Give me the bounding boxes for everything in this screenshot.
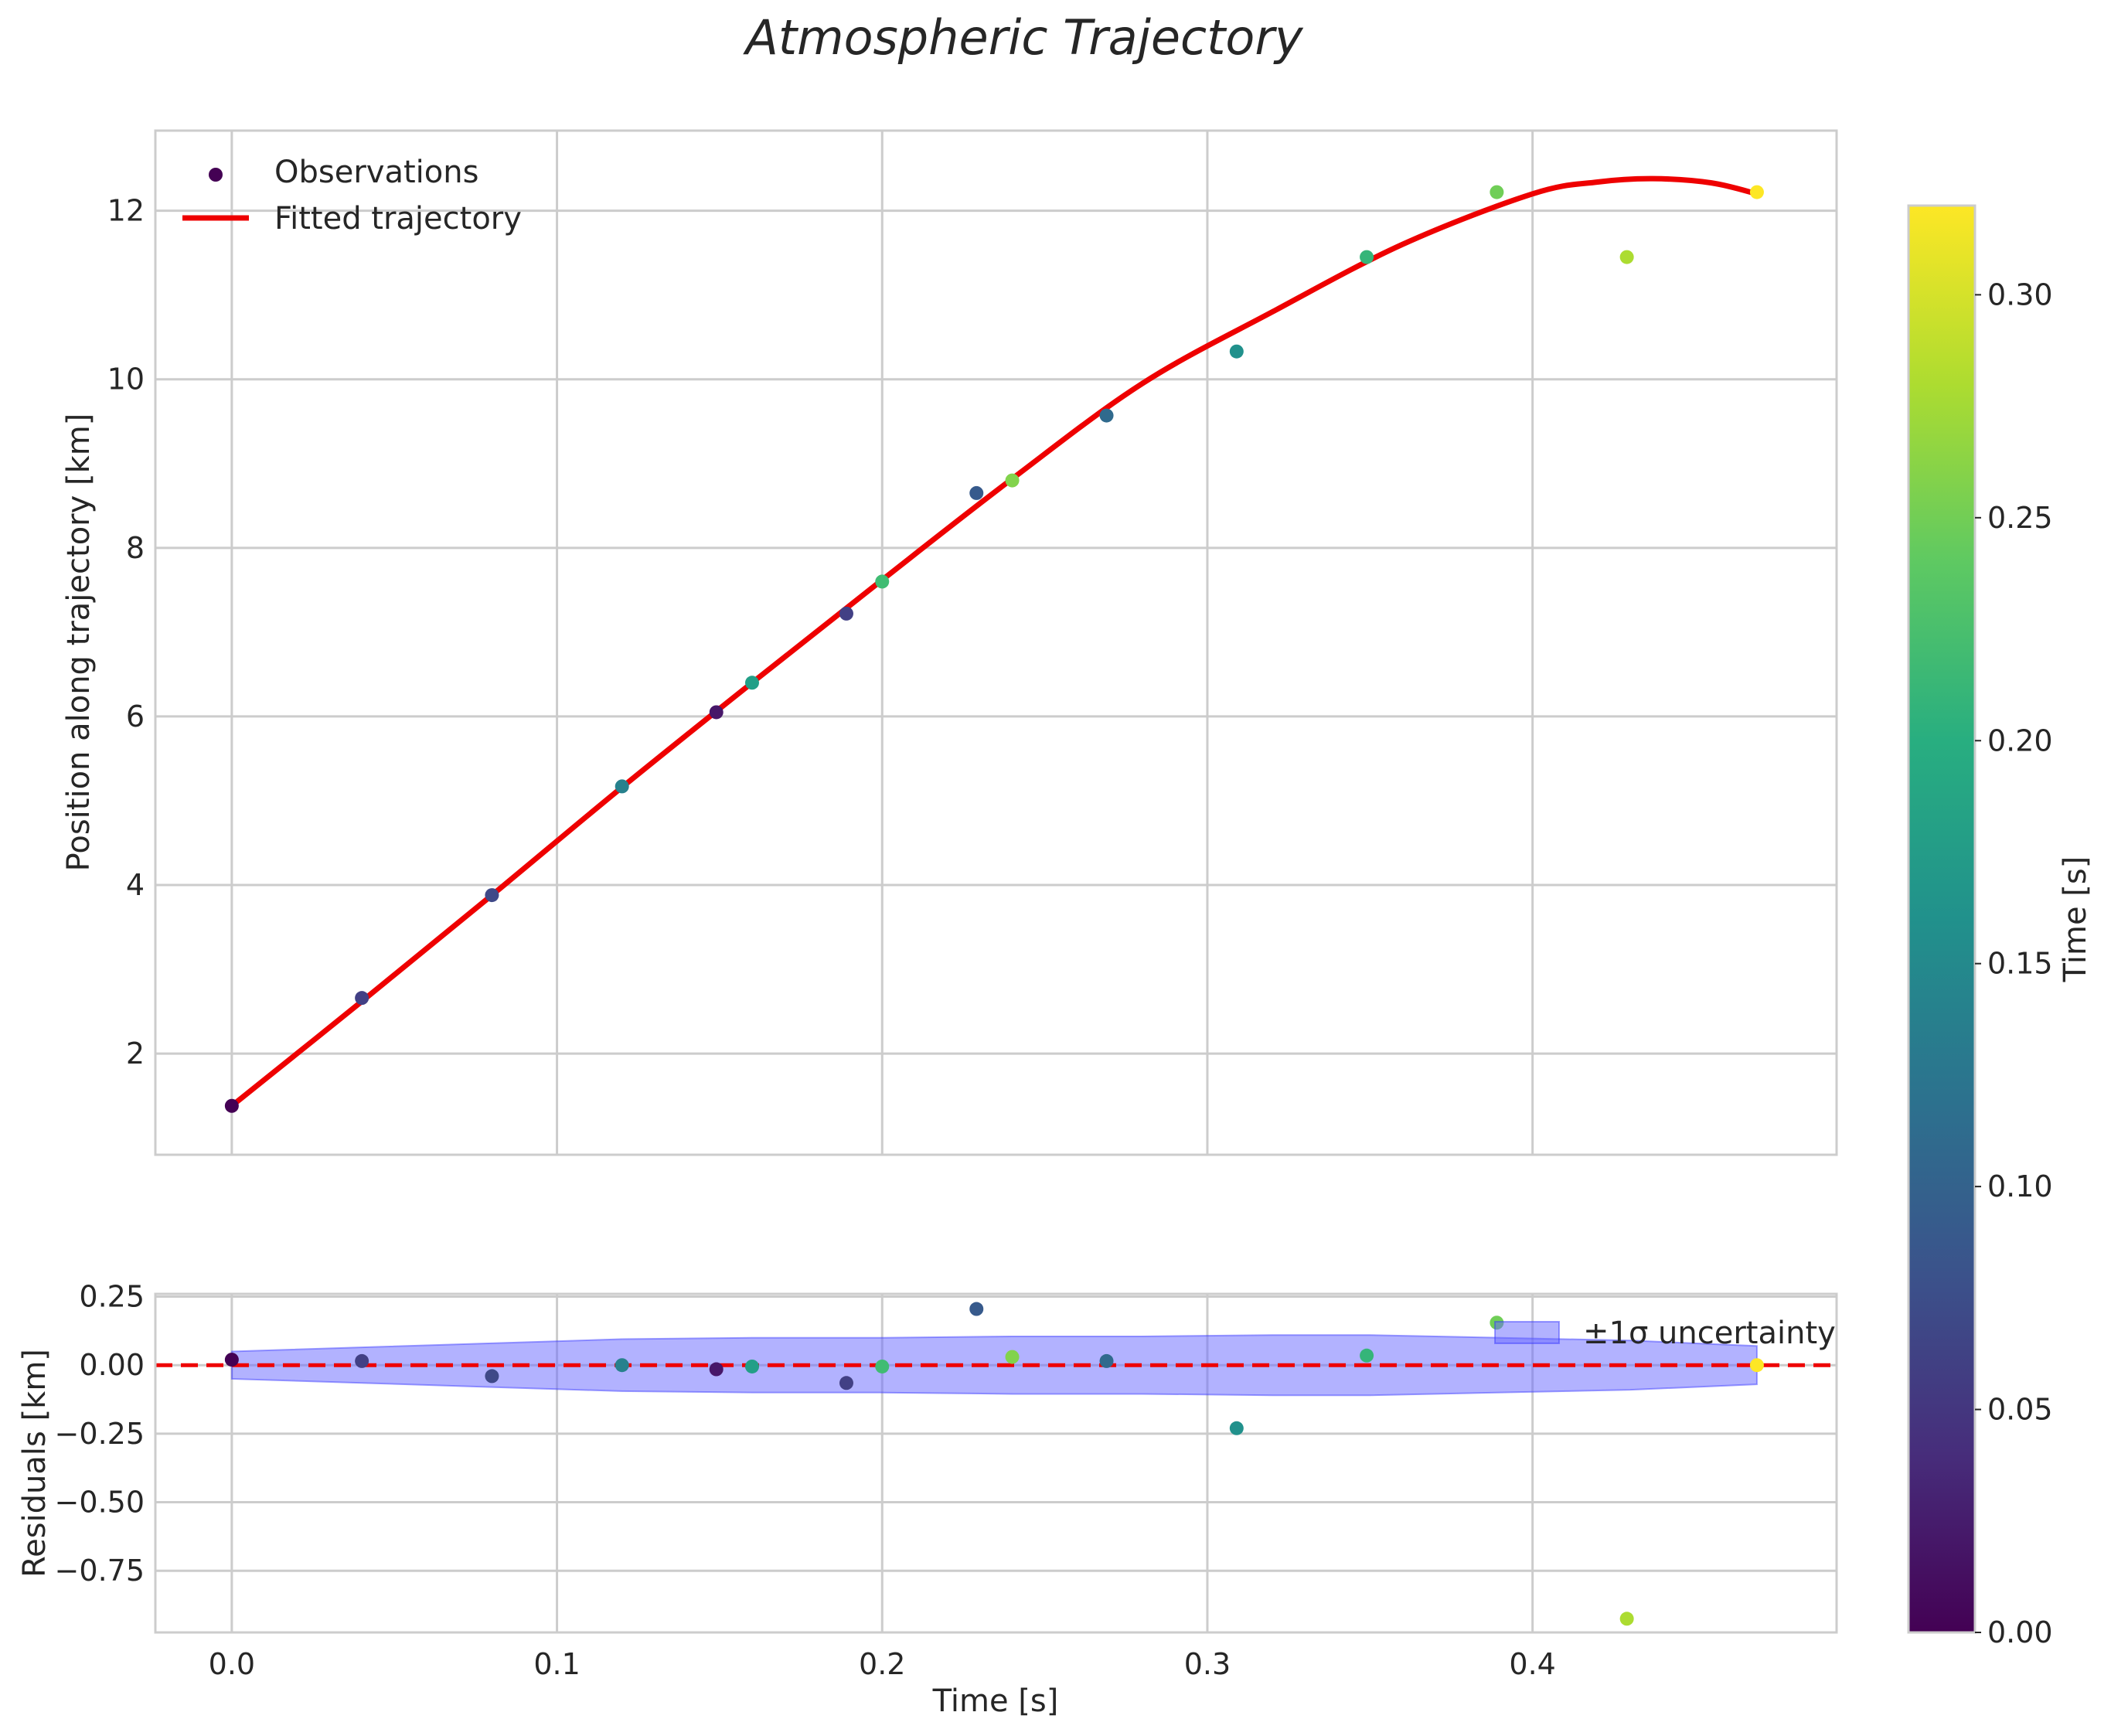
observation-point — [615, 779, 629, 794]
bottom-y-tick-label: −0.50 — [55, 1486, 145, 1520]
top-y-tick-label: 2 — [126, 1036, 145, 1071]
x-tick-label: 0.1 — [533, 1647, 580, 1681]
residual-point — [744, 1359, 759, 1373]
x-tick-label: 0.2 — [859, 1647, 905, 1681]
chart-title: Atmospheric Trajectory — [742, 9, 1303, 66]
bottom-y-tick-label: 0.25 — [79, 1280, 145, 1314]
legend-uncertainty-label: ±1σ uncertainty — [1583, 1316, 1836, 1351]
top-grid — [155, 131, 1837, 1155]
colorbar-tick-label: 0.20 — [1987, 723, 2053, 757]
residual-point — [1229, 1421, 1244, 1435]
colorbar-label: Time [s] — [2058, 856, 2093, 983]
residual-point — [615, 1358, 629, 1373]
uncertainty-band — [230, 1334, 1758, 1397]
observation-point — [224, 1098, 239, 1113]
residual-points — [224, 1302, 1764, 1626]
top-y-tick-label: 10 — [107, 363, 145, 397]
observation-point — [1360, 250, 1374, 264]
observation-point — [839, 606, 853, 621]
observation-point — [875, 574, 890, 589]
residual-point — [875, 1359, 890, 1373]
bottom-y-tick-label: 0.00 — [79, 1348, 145, 1382]
observation-point — [1619, 250, 1634, 264]
residual-point — [1749, 1358, 1764, 1373]
colorbar-tick-label: 0.05 — [1987, 1393, 2053, 1427]
bottom-y-tick-label: −0.75 — [55, 1554, 145, 1588]
colorbar-tick-label: 0.00 — [1987, 1615, 2053, 1649]
observation-point — [1749, 185, 1764, 199]
residual-point — [969, 1302, 984, 1316]
legend-fitted-label: Fitted trajectory — [274, 201, 522, 237]
x-tick-label: 0.4 — [1509, 1647, 1555, 1681]
bottom-x-ticks: 0.0 0.1 0.2 0.3 0.4 — [209, 1647, 1556, 1681]
bottom-y-axis-label: Residuals [km] — [17, 1349, 53, 1578]
top-plot-area — [224, 175, 1764, 1113]
residual-point — [839, 1376, 853, 1391]
observation-point — [1005, 473, 1020, 488]
residual-point — [709, 1362, 724, 1377]
residual-point — [1005, 1350, 1020, 1364]
residual-point — [355, 1353, 369, 1368]
observation-point — [485, 888, 499, 903]
observation-point — [1229, 344, 1244, 359]
top-y-tick-label: 12 — [107, 194, 145, 228]
colorbar-tick-label: 0.15 — [1987, 947, 2053, 981]
x-axis-label: Time [s] — [932, 1683, 1059, 1719]
colorbar-gradient — [1908, 206, 1975, 1632]
top-y-tick-label: 8 — [126, 531, 145, 565]
observation-point — [969, 485, 984, 500]
bottom-y-ticks: 0.25 0.00 −0.25 −0.50 −0.75 — [55, 1280, 145, 1588]
bottom-y-tick-label: −0.25 — [55, 1417, 145, 1451]
observation-points — [224, 185, 1764, 1113]
observation-point — [709, 705, 724, 720]
residual-point — [1619, 1612, 1634, 1626]
x-tick-label: 0.0 — [209, 1647, 255, 1681]
top-axes-frame — [154, 129, 1838, 1156]
bottom-legend: ±1σ uncertainty — [1494, 1316, 1836, 1351]
colorbar-tick-label: 0.10 — [1987, 1169, 2053, 1203]
observation-point — [355, 991, 369, 1006]
top-legend: Observations Fitted trajectory — [182, 155, 522, 237]
bottom-panel: 0.250.00−0.25−0.50−0.75 0.0 0.1 0.2 0.3 0.4 … — [17, 1280, 1838, 1719]
observation-point — [1490, 185, 1504, 199]
legend-observations-marker — [209, 168, 223, 182]
observation-point — [744, 676, 759, 690]
colorbar-ticks: 0.00 0.05 0.10 0.15 0.20 0.25 0.30 — [1975, 277, 2053, 1649]
top-y-axis-label: Position along trajectory [km] — [61, 414, 97, 872]
observation-point — [1099, 408, 1114, 423]
colorbar: 0.00 0.05 0.10 0.15 0.20 0.25 0.30 Time [s] — [1907, 204, 2093, 1649]
colorbar-tick-label: 0.30 — [1987, 277, 2053, 311]
bottom-plot-area — [155, 1302, 1837, 1626]
residual-point — [224, 1353, 239, 1367]
x-tick-label: 0.3 — [1184, 1647, 1231, 1681]
residual-point — [1099, 1353, 1114, 1368]
top-y-ticks: 2 4 6 8 10 12 — [107, 194, 145, 1071]
top-y-tick-label: 6 — [126, 700, 145, 734]
legend-observations-label: Observations — [274, 155, 478, 190]
colorbar-tick-label: 0.25 — [1987, 501, 2053, 535]
residual-point — [1360, 1348, 1374, 1363]
residual-point — [485, 1369, 499, 1384]
fitted-trajectory-line — [229, 175, 1760, 1109]
top-y-tick-label: 4 — [126, 868, 145, 902]
colorbar-frame — [1907, 204, 1977, 1634]
bottom-axes-frame — [154, 1292, 1838, 1634]
legend-uncertainty-swatch — [1494, 1321, 1560, 1344]
